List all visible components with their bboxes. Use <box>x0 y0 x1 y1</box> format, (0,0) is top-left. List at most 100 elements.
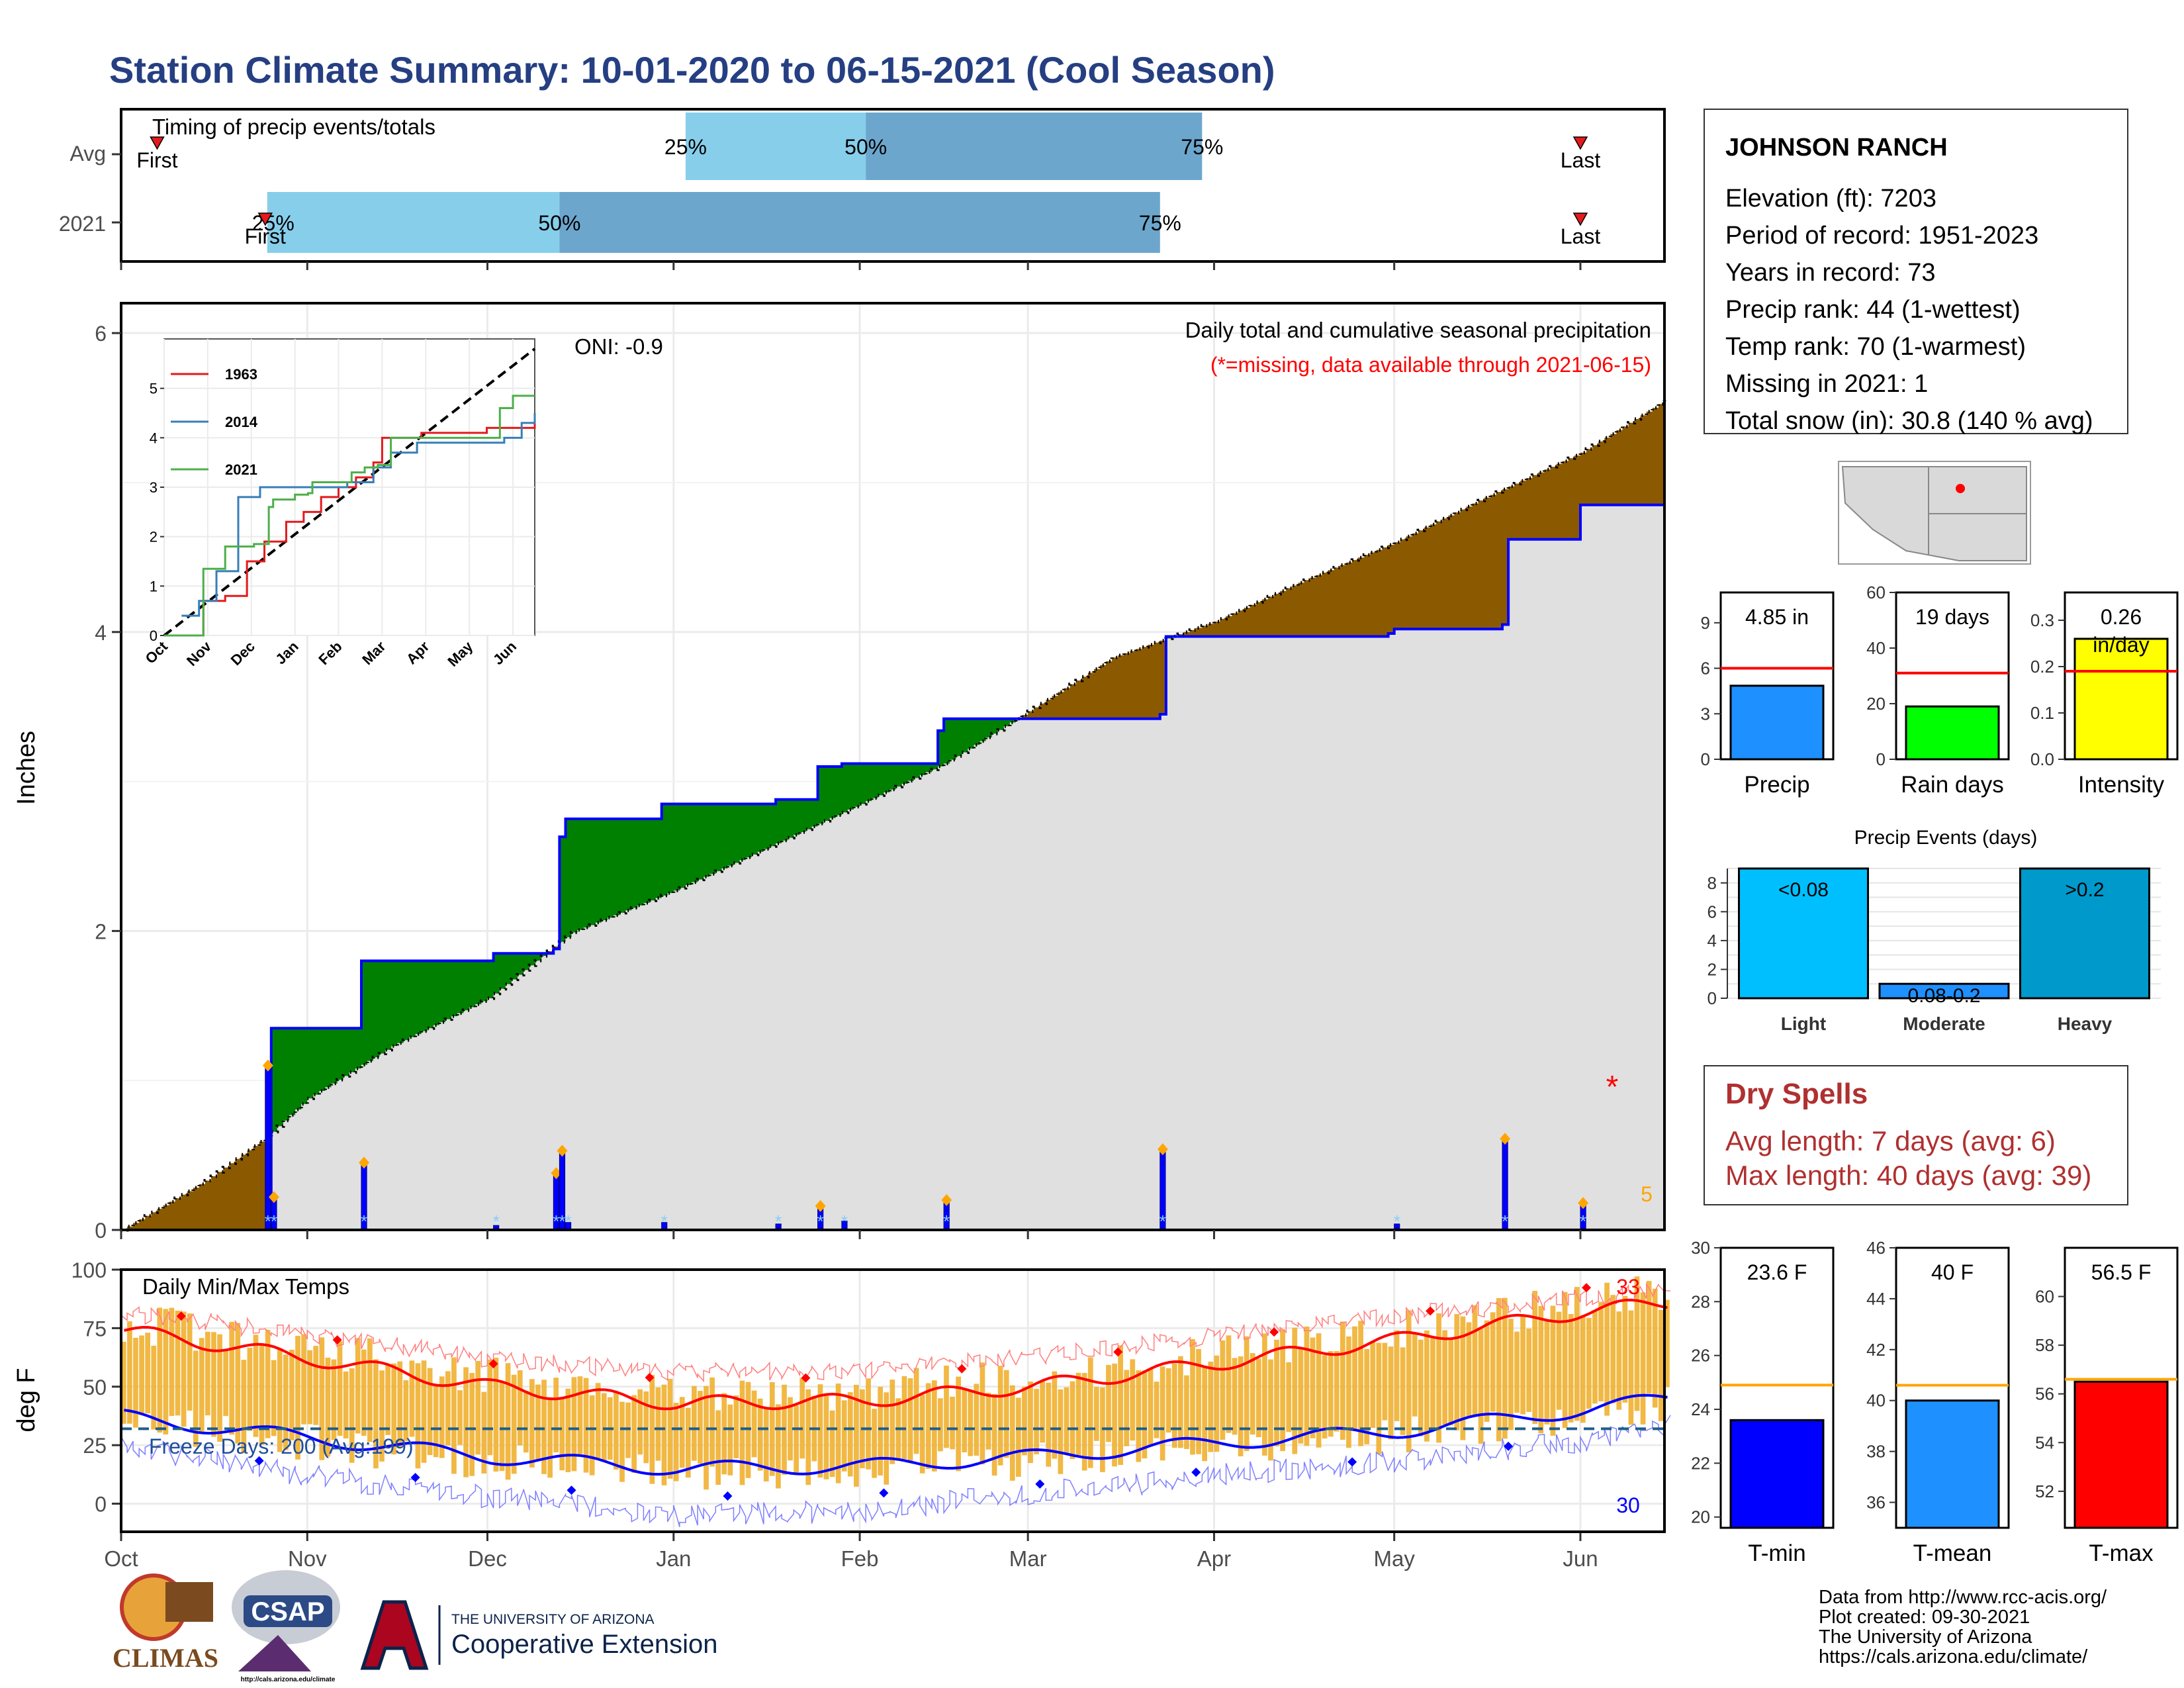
daily-temp-range-bar <box>475 1360 481 1455</box>
summary-y-tick-label: 42 <box>1866 1340 1886 1360</box>
daily-temp-range-bar <box>1052 1371 1058 1459</box>
daily-temp-range-bar <box>962 1389 968 1452</box>
daily-temp-range-bar <box>1484 1320 1490 1422</box>
daily-temp-range-bar <box>1580 1315 1586 1423</box>
station-line-years: Years in record: 73 <box>1725 259 1936 287</box>
summary-y-tick-label: 40 <box>1866 638 1886 658</box>
avg-min-line <box>124 1393 1668 1476</box>
summary-panel-label: Rain days <box>1901 772 2004 798</box>
daily-temp-range-bar <box>854 1384 859 1487</box>
cold-day-marker <box>1191 1468 1201 1477</box>
hot-day-marker <box>1269 1327 1279 1337</box>
summary-panel-label: T-min <box>1748 1540 1806 1566</box>
precip-annotation-missing: (*=missing, data available through 2021-… <box>1210 353 1651 377</box>
daily-temp-range-bar <box>523 1391 529 1453</box>
daily-temp-range-bar <box>487 1359 493 1456</box>
daily-temp-range-bar <box>421 1360 427 1463</box>
daily-temp-range-bar <box>1454 1314 1460 1430</box>
inset-y-tick-label: 4 <box>150 430 158 446</box>
daily-temp-range-bar <box>1556 1311 1562 1410</box>
timing-panel: 25% 50% 75% First Last 25% 50% 75% First Last Tim… <box>59 108 1666 270</box>
summary-y-tick-label: 60 <box>2035 1287 2054 1307</box>
daily-temp-range-bar <box>847 1392 853 1477</box>
daily-temp-range-bar <box>385 1365 390 1435</box>
summary-y-tick-label: 0 <box>1876 749 1886 769</box>
daily-temp-range-bar <box>1106 1365 1111 1442</box>
daily-temp-range-bar <box>139 1335 144 1415</box>
snow-marker <box>262 1059 273 1072</box>
summary-value-bar <box>1729 1419 1825 1529</box>
daily-temp-range-bar <box>241 1360 247 1454</box>
cold-day-marker <box>1035 1479 1045 1489</box>
daily-temp-range-bar <box>715 1410 721 1485</box>
daily-temp-range-bar <box>301 1334 306 1425</box>
daily-temp-range-bar <box>193 1350 199 1447</box>
daily-temp-range-bar <box>253 1335 259 1437</box>
daily-temp-range-bar <box>991 1393 997 1476</box>
summary-y-tick-label: 58 <box>2035 1335 2054 1355</box>
daily-temp-range-bar <box>817 1384 823 1478</box>
daily-temp-range-bar <box>289 1349 295 1440</box>
daily-temp-range-bar <box>349 1368 355 1463</box>
snow-flake-marker: * <box>265 1211 271 1231</box>
summary-value-bar <box>1729 684 1825 761</box>
summary-value-bar <box>1905 705 2000 761</box>
snow-flake-marker: * <box>775 1211 782 1231</box>
daily-temp-range-bar <box>1310 1337 1316 1438</box>
summary-value-text: 4.85 in <box>1745 605 1809 629</box>
daily-temp-range-bar <box>673 1403 679 1481</box>
daily-temp-range-bar <box>577 1376 583 1454</box>
daily-temp-range-bar <box>319 1337 325 1460</box>
daily-temp-range-bar <box>769 1382 775 1476</box>
daily-temp-range-bar <box>229 1321 235 1435</box>
precip-annotation-title: Daily total and cumulative seasonal prec… <box>1185 318 1651 342</box>
daily-temp-range-bar <box>1244 1336 1250 1452</box>
timing-last-label: Last <box>1561 148 1601 172</box>
daily-temp-range-bar <box>1652 1288 1658 1408</box>
record-min-line <box>120 1415 1671 1527</box>
hot-day-marker <box>1582 1283 1592 1293</box>
daily-temp-range-bar <box>698 1391 703 1464</box>
daily-temp-range-bar <box>1208 1362 1214 1452</box>
oni-value: ONI: -0.9 <box>574 334 663 359</box>
ua-top-text: THE UNIVERSITY OF ARIZONA <box>451 1612 655 1627</box>
cumulative-2021-line <box>121 503 1664 1231</box>
inset-legend-label: 2021 <box>225 461 257 478</box>
daily-temp-range-bar <box>1568 1314 1574 1423</box>
daily-temp-range-bar <box>541 1380 547 1474</box>
daily-temp-range-bar <box>829 1410 835 1477</box>
cold-day-marker <box>410 1472 420 1482</box>
daily-temp-range-bar <box>1490 1312 1496 1412</box>
temp-y-tick-label: 25 <box>83 1434 107 1458</box>
summary-y-tick-label: 3 <box>1701 704 1710 724</box>
daily-temp-range-bar <box>1448 1338 1454 1426</box>
daily-temp-range-bar <box>343 1371 349 1439</box>
daily-temp-range-bar <box>1604 1282 1610 1416</box>
daily-temp-range-bar <box>685 1407 691 1478</box>
summary-y-tick-label: 30 <box>1691 1238 1710 1258</box>
dry-spells-frame <box>1704 1065 2128 1205</box>
temp-x-tick-label: May <box>1374 1546 1416 1571</box>
daily-temp-range-bar <box>878 1386 884 1476</box>
avg-max-line <box>124 1298 1668 1411</box>
inset-line-2021 <box>164 395 535 637</box>
timing-label: Timing of precip events/totals <box>152 115 435 139</box>
daily-temp-range-bar <box>872 1409 877 1478</box>
avg-cumulative-line <box>121 400 1666 1232</box>
daily-temp-range-bar <box>583 1378 589 1473</box>
snow-marker <box>1578 1197 1589 1209</box>
daily-temp-range-bar <box>1562 1291 1568 1429</box>
daily-temp-range-bar <box>493 1358 499 1472</box>
daily-temp-range-bar <box>1286 1362 1292 1432</box>
daily-temp-range-bar <box>919 1394 925 1474</box>
temp-panel-label: Daily Min/Max Temps <box>142 1274 349 1299</box>
daily-temp-range-bar <box>1081 1373 1087 1471</box>
daily-temp-range-bar <box>979 1362 985 1465</box>
station-info-frame <box>1704 109 2128 434</box>
daily-temp-range-bar <box>391 1363 397 1455</box>
daily-temp-range-bar <box>1255 1358 1261 1438</box>
daily-temp-range-bar <box>1112 1363 1117 1467</box>
daily-temp-range-bar <box>1124 1370 1130 1446</box>
daily-temp-range-bar <box>938 1398 943 1452</box>
